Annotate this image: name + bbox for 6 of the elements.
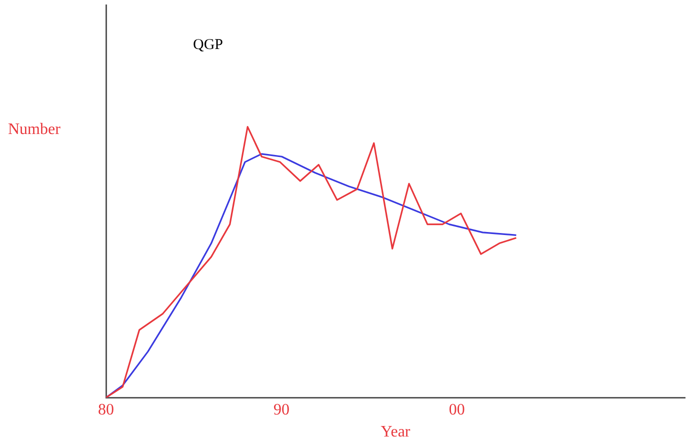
x-axis-title: Year (380, 424, 411, 441)
x-tick-label: 00 (448, 401, 465, 418)
x-tick-label: 90 (273, 401, 290, 418)
chart-title: QGP (193, 36, 224, 53)
y-axis-title: Number (8, 121, 62, 138)
x-tick-label: 80 (98, 401, 114, 418)
